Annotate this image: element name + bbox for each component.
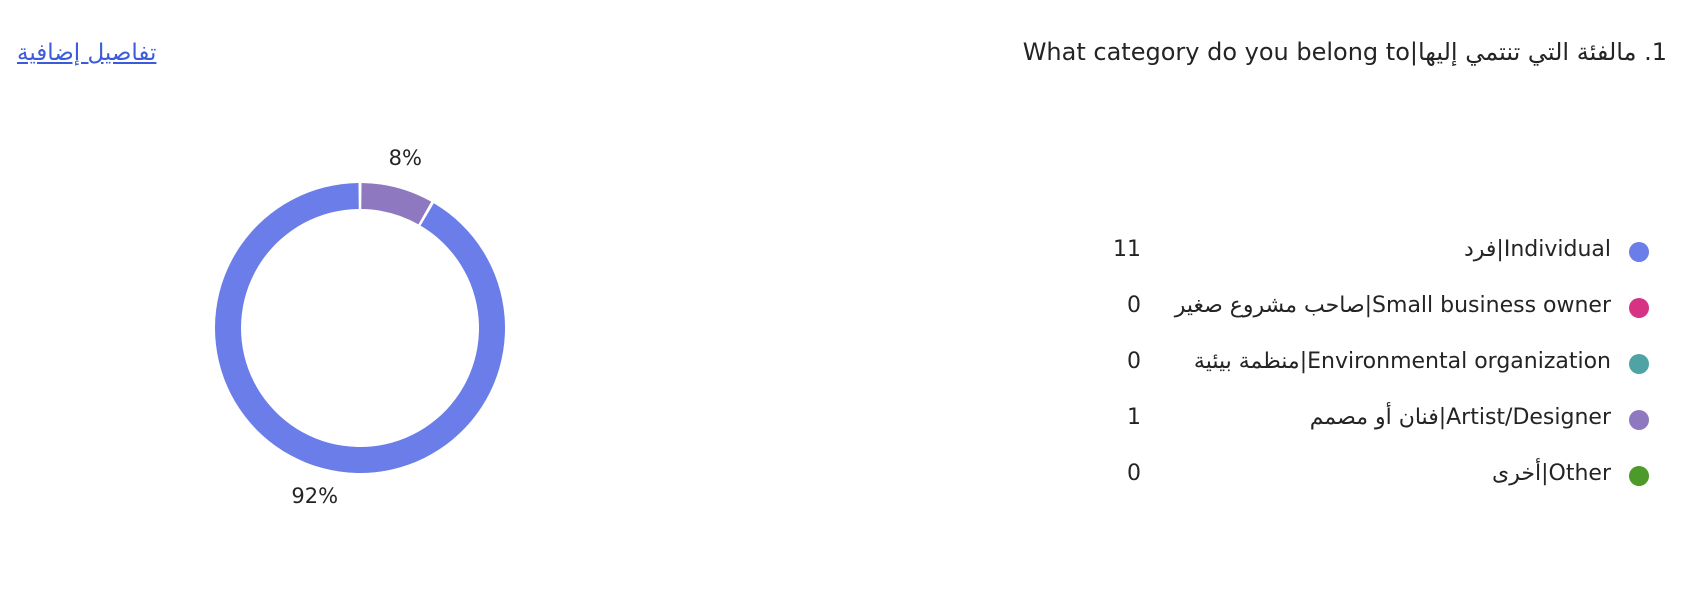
donut-slice[interactable] [215,183,505,473]
more-details-link[interactable]: تفاصيل إضافية [17,40,156,66]
slice-percent-label: 92% [291,484,338,508]
legend-count: 1 [1009,405,1141,430]
legend-count: 0 [1009,461,1141,486]
slice-percent-label: 8% [389,146,422,170]
legend-count: 0 [1009,349,1141,374]
chart-legend: Individual|فرد 11 Small business owner|ص… [1009,222,1649,502]
donut-slice[interactable] [361,183,431,224]
legend-label: Other|أخرى [1492,461,1611,486]
legend-label: Individual|فرد [1464,237,1611,262]
legend-count: 11 [1009,237,1141,262]
legend-item: Other|أخرى 0 [1009,446,1649,502]
donut-chart-svg: 92%8% [220,150,560,550]
legend-color-dot [1629,242,1649,262]
legend-item: Artist/Designer|فنان أو مصمم 1 [1009,390,1649,446]
legend-count: 0 [1009,293,1141,318]
legend-color-dot [1629,410,1649,430]
legend-color-dot [1629,298,1649,318]
legend-color-dot [1629,354,1649,374]
legend-color-dot [1629,466,1649,486]
question-text: 1. مالفئة التي تنتمي إليها|What category… [1023,38,1667,66]
legend-label: Environmental organization|منظمة بيئية [1194,349,1611,374]
question-title: 1. مالفئة التي تنتمي إليها|What category… [1023,38,1667,66]
legend-label: Small business owner|صاحب مشروع صغير [1175,293,1611,318]
legend-label: Artist/Designer|فنان أو مصمم [1310,405,1611,430]
legend-item: Individual|فرد 11 [1009,222,1649,278]
legend-item: Small business owner|صاحب مشروع صغير 0 [1009,278,1649,334]
legend-item: Environmental organization|منظمة بيئية 0 [1009,334,1649,390]
donut-chart: 92% 8% [220,150,560,550]
